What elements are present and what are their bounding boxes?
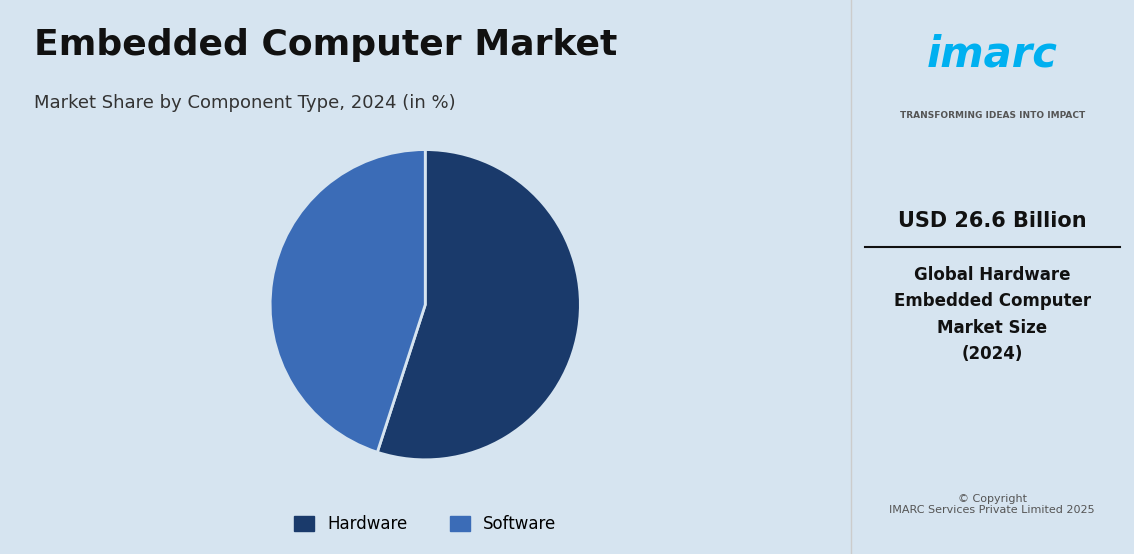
Text: imarc: imarc [926, 33, 1058, 75]
Legend: Hardware, Software: Hardware, Software [288, 509, 562, 540]
Text: TRANSFORMING IDEAS INTO IMPACT: TRANSFORMING IDEAS INTO IMPACT [899, 111, 1085, 120]
Text: Embedded Computer Market: Embedded Computer Market [34, 28, 617, 61]
Text: Global Hardware
Embedded Computer
Market Size
(2024): Global Hardware Embedded Computer Market… [894, 266, 1091, 363]
Text: USD 26.6 Billion: USD 26.6 Billion [898, 211, 1086, 230]
Wedge shape [378, 150, 581, 460]
Wedge shape [270, 150, 425, 452]
Text: © Copyright
IMARC Services Private Limited 2025: © Copyright IMARC Services Private Limit… [889, 494, 1095, 515]
Text: Market Share by Component Type, 2024 (in %): Market Share by Component Type, 2024 (in… [34, 94, 456, 112]
